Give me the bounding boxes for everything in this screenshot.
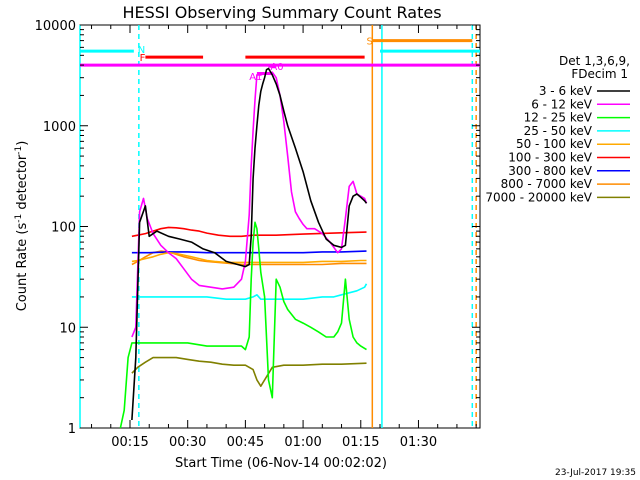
y-axis-label-mid: detector (15, 154, 30, 214)
footer-timestamp: 23-Jul-2017 19:35 (555, 468, 636, 478)
y-tick-label: 10000 (35, 19, 76, 34)
x-tick-label: 01:30 (400, 435, 437, 450)
flag-label: A0 (270, 62, 283, 73)
series-line (131, 356, 367, 387)
y-axis-label-main: Count Rate (s (15, 223, 30, 312)
y-axis-label-exp1: -1 (14, 214, 24, 223)
legend-entry-label: 25 - 50 keV (524, 124, 593, 138)
legend-title-line1: Det 1,3,6,9, (559, 54, 630, 68)
legend-entry-label: 50 - 100 keV (516, 137, 593, 151)
legend-entry-label: 300 - 800 keV (508, 164, 592, 178)
flag-label: A1 (249, 72, 262, 83)
x-axis-label: Start Time (06-Nov-14 00:02:02) (175, 456, 387, 471)
legend-entry-label: 6 - 12 keV (531, 97, 593, 111)
x-tick-label: 00:30 (169, 435, 206, 450)
legend-entry-label: 800 - 7000 keV (501, 177, 593, 191)
flag-label: F (140, 53, 146, 64)
x-tick-label: 01:15 (342, 435, 379, 450)
series-line (119, 221, 367, 429)
y-tick-label: 1 (68, 422, 76, 437)
x-tick-label: 00:45 (227, 435, 264, 450)
legend-entry-label: 3 - 6 keV (539, 84, 593, 98)
y-tick-label: 100 (51, 221, 76, 236)
flag-label: S (367, 37, 373, 48)
x-tick-label: 00:15 (111, 435, 148, 450)
legend-entry-label: 7000 - 20000 keV (485, 190, 592, 204)
series-line (131, 67, 368, 421)
legend-entry-label: 12 - 25 keV (524, 111, 593, 125)
y-axis-label-exp2: -1 (14, 146, 24, 155)
series-line (131, 283, 368, 300)
series-line (131, 71, 368, 338)
x-axis: 00:15 00:30 00:45 01:00 01:15 01:30 (91, 25, 477, 450)
y-tick-label: 10 (59, 321, 76, 336)
flag-label: N (138, 45, 145, 56)
legend-entry-label: 100 - 300 keV (508, 151, 592, 165)
chart-title: HESSI Observing Summary Count Rates (122, 3, 441, 22)
y-axis-label-end: ) (15, 141, 30, 146)
series-line (131, 226, 367, 238)
series-line (131, 251, 367, 264)
x-tick-label: 01:00 (284, 435, 321, 450)
legend-title-line2: FDecim 1 (571, 67, 628, 81)
y-tick-label: 1000 (43, 120, 76, 135)
y-axis-label: Count Rate (s-1 detector-1) (14, 141, 30, 312)
series-layer (119, 67, 368, 429)
y-axis: 1 10 100 1000 10000 (35, 19, 480, 437)
